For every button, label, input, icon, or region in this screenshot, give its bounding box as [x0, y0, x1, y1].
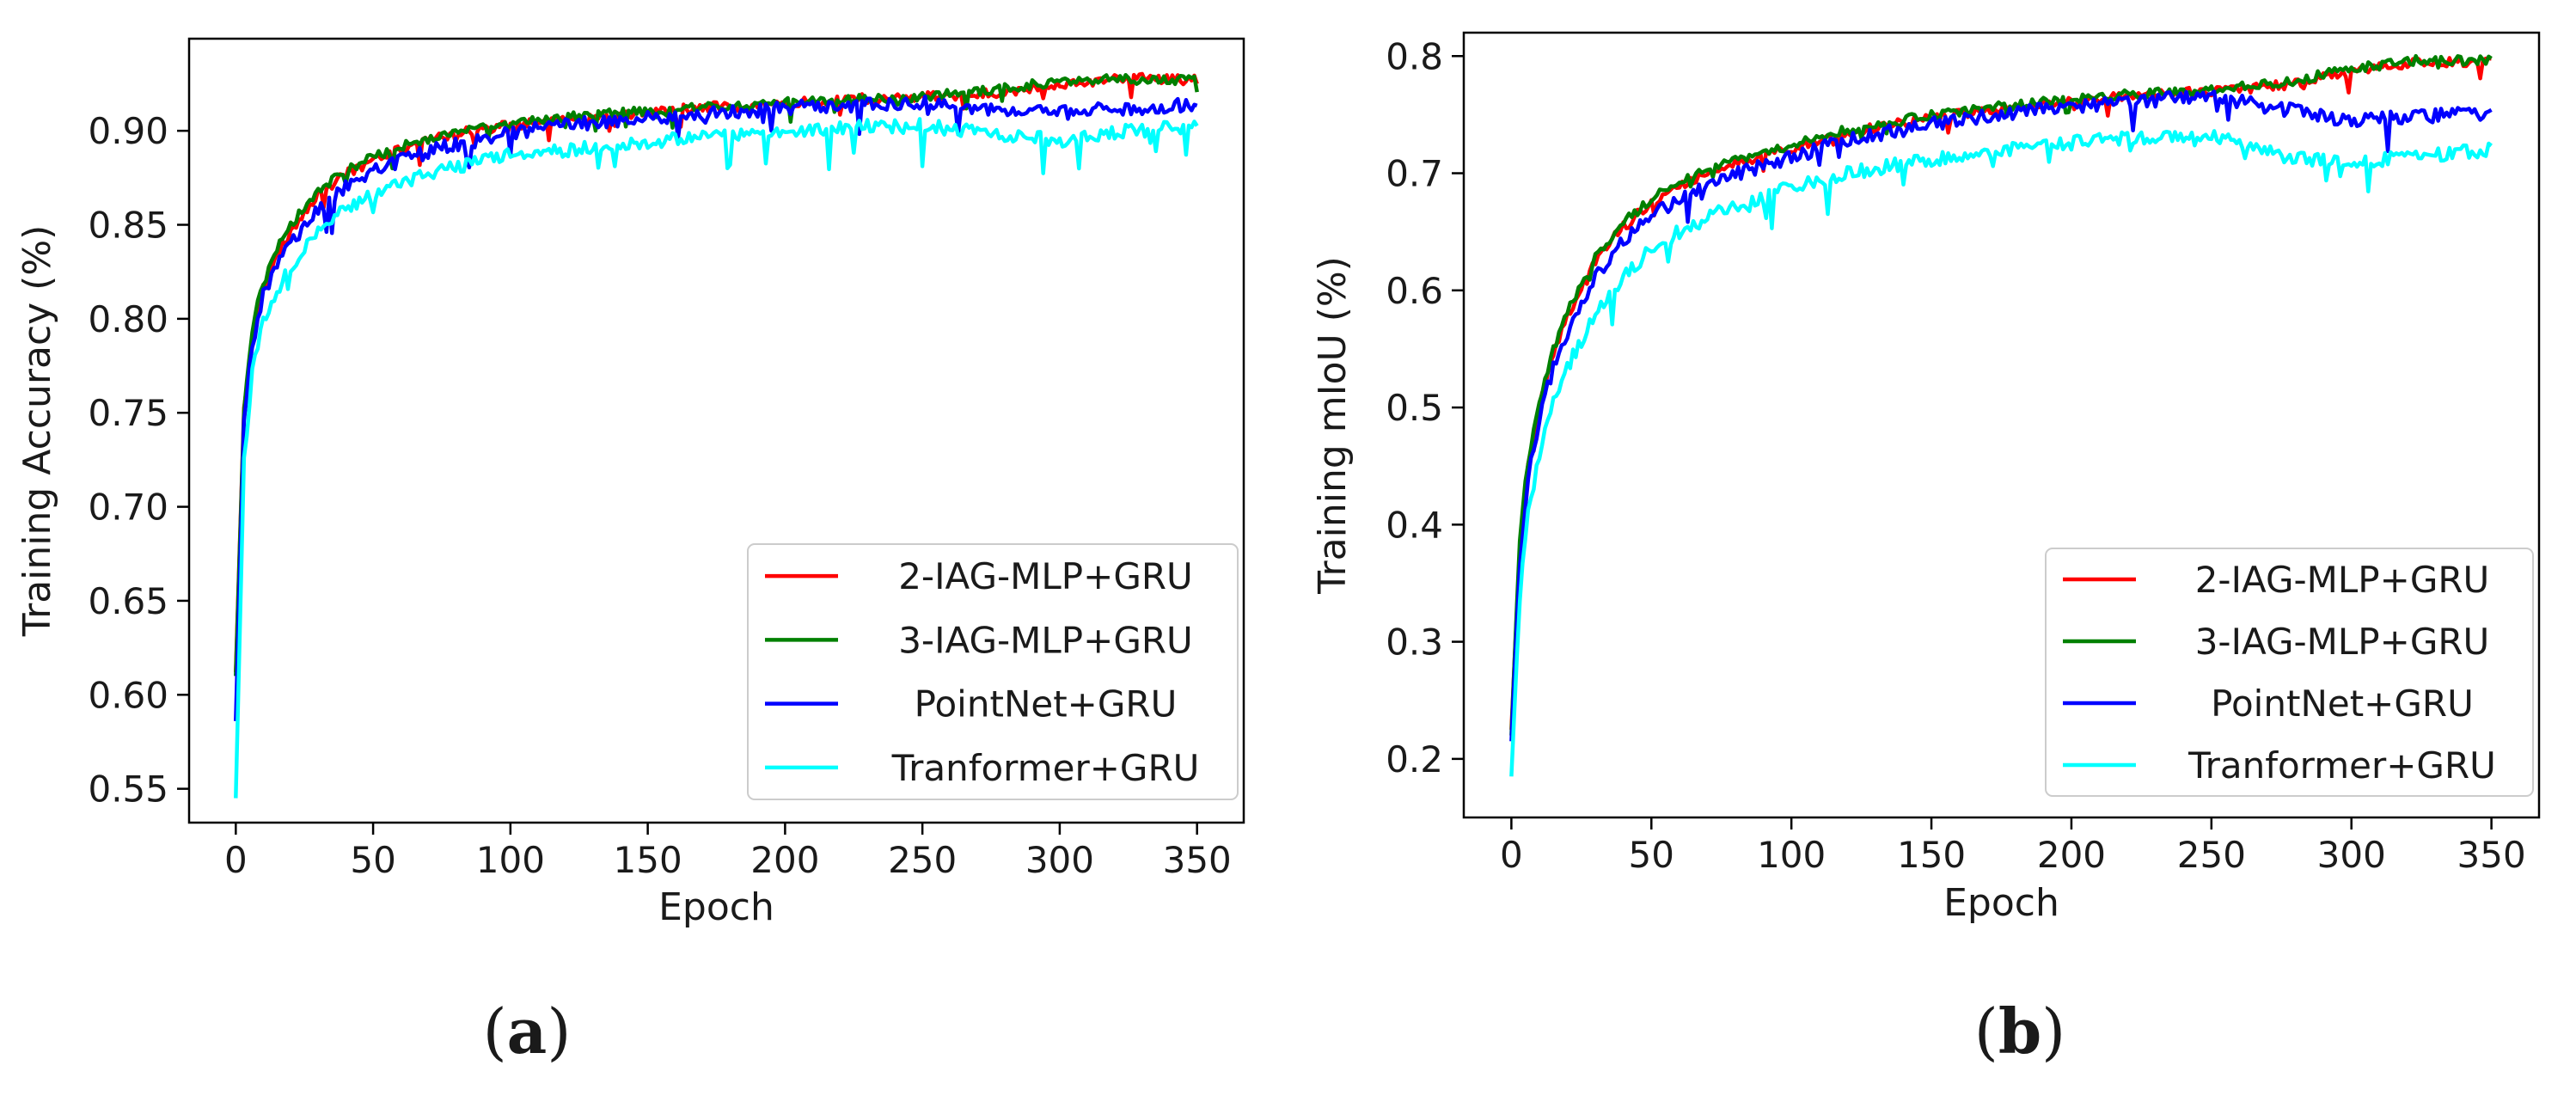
x-tick-label: 350 — [1163, 839, 1232, 881]
x-tick-label: 100 — [476, 839, 545, 881]
legend-box — [2045, 548, 2534, 797]
y-tick-label: 0.3 — [1386, 621, 1443, 664]
legend: 2-IAG-MLP+GRU 3-IAG-MLP+GRU PointNet+GRU Tr… — [2045, 548, 2534, 797]
x-tick-label: 50 — [1629, 834, 1674, 876]
x-tick-label: 150 — [614, 839, 682, 881]
series-line-2-iag-mlp-gru — [234, 71, 1199, 673]
legend-label-2-iag-mlp-gru: 2-IAG-MLP+GRU — [898, 555, 1193, 597]
x-tick-label: 350 — [2457, 834, 2526, 876]
x-tick-label: 250 — [2177, 834, 2246, 876]
y-tick-label: 0.80 — [88, 298, 168, 340]
y-tick-label: 0.60 — [88, 674, 168, 716]
legend-label-2-iag-mlp-gru: 2-IAG-MLP+GRU — [2195, 559, 2490, 601]
x-tick-label: 50 — [350, 839, 395, 881]
legend: 2-IAG-MLP+GRU 3-IAG-MLP+GRU PointNet+GRU Tr… — [747, 543, 1239, 800]
series-line-tranformer-gru — [234, 117, 1199, 799]
legend-label-pointnet-gru: PointNet+GRU — [915, 683, 1178, 725]
y-tick-label: 0.85 — [88, 205, 168, 247]
series-line-tranformer-gru — [1509, 129, 2493, 777]
caption-open-paren: ( — [1974, 995, 1998, 1068]
y-tick-label: 0.4 — [1386, 504, 1443, 546]
y-tick-label: 0.90 — [88, 110, 168, 152]
series-line-3-iag-mlp-gru — [1509, 53, 2493, 736]
x-tick-label: 0 — [224, 839, 248, 881]
x-tick-label: 250 — [888, 839, 957, 881]
x-tick-label: 300 — [2317, 834, 2386, 876]
y-tick-label: 0.65 — [88, 580, 168, 622]
y-tick-label: 0.55 — [88, 768, 168, 811]
y-tick-label: 0.2 — [1386, 738, 1443, 780]
series-group — [1509, 53, 2493, 777]
caption-open-paren: ( — [483, 995, 507, 1068]
plot-frame — [187, 37, 1245, 824]
caption-letter: a — [507, 995, 548, 1068]
series-line-pointnet-gru — [1509, 89, 2493, 742]
chart-panel-a: 0 50 100 150 200 250 300 350 0.55 0.60 0.65 0.70 0.7… — [15, 37, 1245, 1068]
y-tick-label: 0.70 — [88, 487, 168, 529]
y-axis-label: Training mIoU (%) — [1311, 256, 1355, 595]
legend-label-tranformer-gru: Tranformer+GRU — [891, 747, 1200, 789]
caption-close-paren: ) — [547, 995, 571, 1068]
x-axis-label: Epoch — [658, 885, 774, 929]
x-tick-label: 300 — [1025, 839, 1094, 881]
x-tick-label: 100 — [1757, 834, 1826, 876]
x-tick-label: 0 — [1500, 834, 1523, 876]
legend-label-pointnet-gru: PointNet+GRU — [2211, 683, 2474, 725]
caption-close-paren: ) — [2041, 995, 2065, 1068]
chart-panel-b: 0 50 100 150 200 250 300 350 0.2 0.3 0.4 0.5 0.6 0.7 0… — [1311, 31, 2541, 1068]
legend-label-3-iag-mlp-gru: 3-IAG-MLP+GRU — [2195, 621, 2490, 663]
y-axis-label: Training Accuracy (%) — [15, 225, 59, 638]
panel-caption: (b) — [1974, 995, 2066, 1068]
x-axis-label: Epoch — [1943, 881, 2059, 925]
x-tick-label: 200 — [2037, 834, 2106, 876]
y-tick-label: 0.5 — [1386, 387, 1443, 429]
series-group — [234, 71, 1199, 799]
legend-label-tranformer-gru: Tranformer+GRU — [2187, 744, 2496, 787]
y-tick-label: 0.6 — [1386, 270, 1443, 312]
x-tick-label: 200 — [750, 839, 819, 881]
plot-frame — [1462, 31, 2541, 819]
legend-label-3-iag-mlp-gru: 3-IAG-MLP+GRU — [898, 619, 1193, 661]
x-tick-label: 150 — [1897, 834, 1966, 876]
y-tick-label: 0.8 — [1386, 35, 1443, 77]
legend-box — [747, 543, 1239, 800]
y-tick-label: 0.7 — [1386, 153, 1443, 195]
series-line-3-iag-mlp-gru — [234, 72, 1199, 676]
series-line-pointnet-gru — [234, 94, 1198, 721]
caption-letter: b — [1998, 995, 2041, 1068]
y-tick-label: 0.75 — [88, 392, 168, 434]
panel-caption: (a) — [483, 995, 572, 1068]
